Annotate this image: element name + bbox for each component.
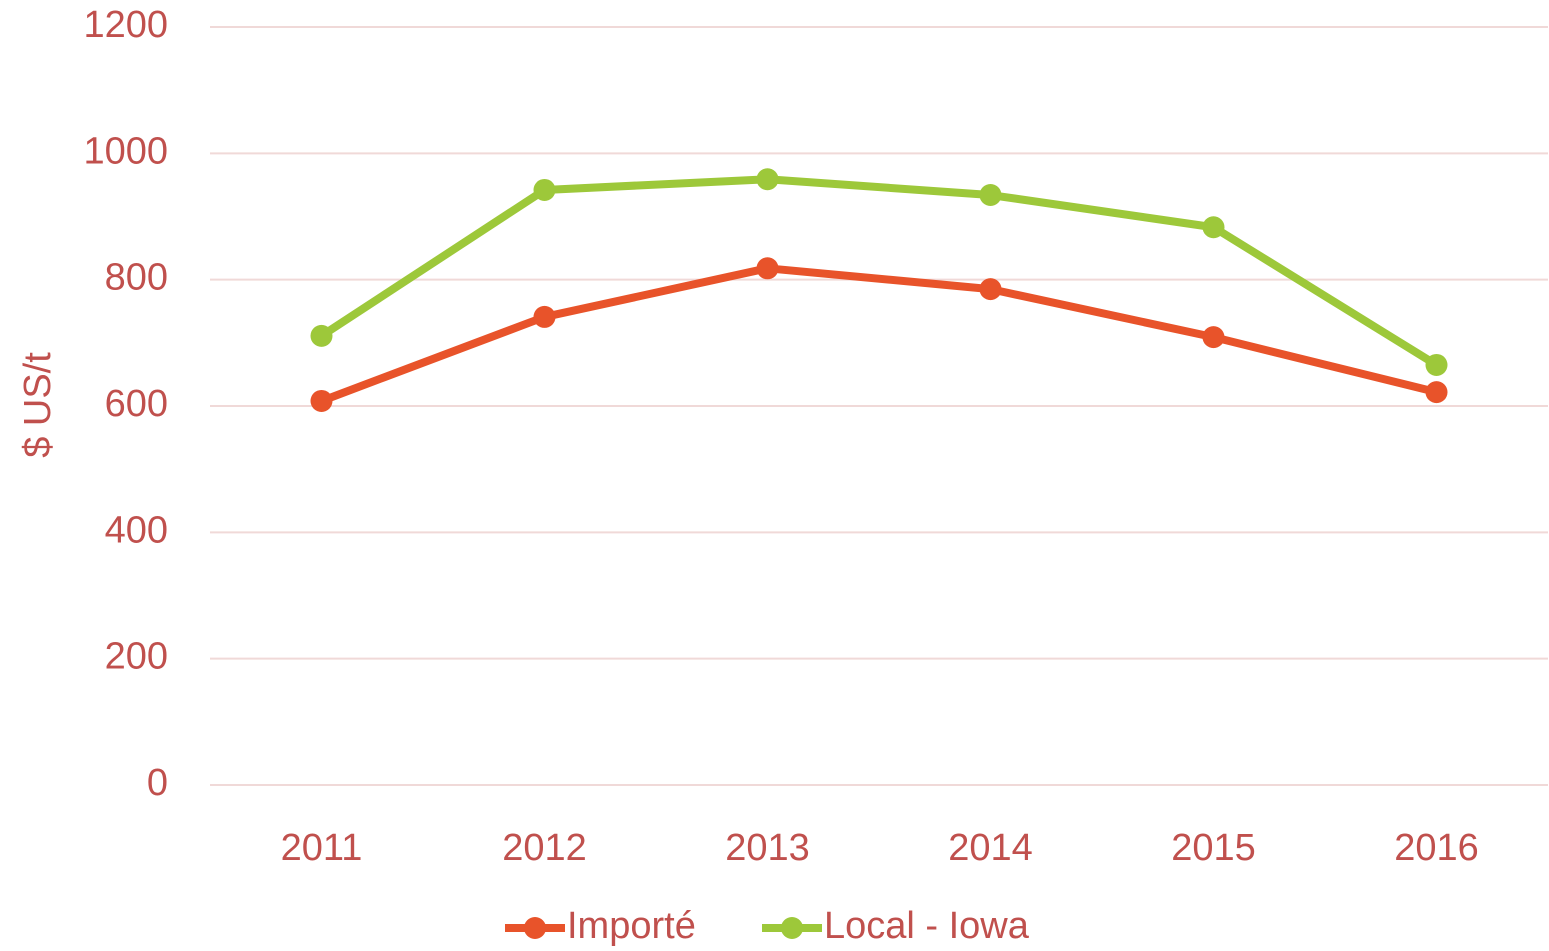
data-point: [533, 178, 556, 201]
data-point: [979, 278, 1002, 301]
y-tick-label: 200: [105, 636, 168, 678]
data-point: [1425, 381, 1448, 404]
legend-label: Importé: [567, 905, 696, 947]
legend-marker: [781, 917, 803, 939]
data-point: [533, 305, 556, 328]
y-tick-label: 1200: [83, 4, 168, 46]
data-point: [1202, 326, 1225, 349]
data-point: [310, 389, 333, 412]
legend-marker: [524, 917, 546, 939]
y-axis-label: $ US/t: [17, 352, 59, 458]
x-tick-label: 2012: [502, 827, 587, 869]
series-line: [320, 264, 1438, 405]
data-point: [1425, 353, 1448, 376]
data-point: [756, 168, 779, 191]
x-tick-label: 2011: [281, 827, 363, 869]
data-point: [979, 184, 1002, 207]
y-tick-label: 600: [105, 383, 168, 425]
data-point: [756, 257, 779, 280]
x-tick-label: 2013: [725, 827, 810, 869]
x-tick-label: 2014: [948, 827, 1033, 869]
data-point: [1202, 216, 1225, 239]
x-tick-label: 2015: [1171, 827, 1256, 869]
y-tick-label: 0: [147, 762, 168, 804]
legend-label: Local - Iowa: [824, 905, 1030, 947]
data-point: [310, 324, 333, 347]
y-tick-label: 400: [105, 509, 168, 551]
y-tick-label: 800: [105, 257, 168, 299]
y-tick-label: 1000: [83, 130, 168, 172]
series-line: [319, 175, 1439, 369]
x-tick-label: 2016: [1394, 827, 1479, 869]
